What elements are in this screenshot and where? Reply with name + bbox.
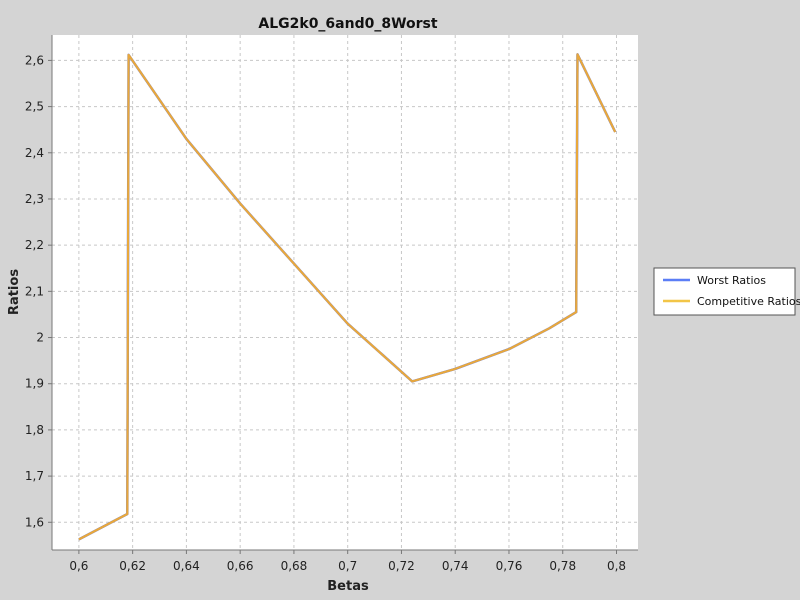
x-tick-label: 0,64 [173,559,200,573]
legend-label-competitive-ratios: Competitive Ratios [697,295,800,308]
y-tick-label: 2,6 [25,53,44,67]
x-axis-label: Betas [327,579,369,594]
y-tick-label: 2,1 [25,284,44,298]
legend: Worst Ratios Competitive Ratios [653,267,800,316]
x-axis-ticks: 0,6 0,62 0,64 0,66 0,68 0,7 0,72 0,74 0,76 0,78 0,… [69,550,626,573]
legend-box [653,267,796,316]
plot-area [52,35,638,550]
x-tick-label: 0,72 [388,559,415,573]
axes [51,35,638,551]
legend-label-worst-ratios: Worst Ratios [697,274,766,287]
series-layer [78,53,617,541]
y-tick-label: 2,3 [25,192,44,206]
y-tick-label: 2,5 [25,100,44,114]
y-axis-label: Ratios [7,269,22,315]
x-tick-label: 0,6 [69,559,88,573]
x-tick-label: 0,8 [607,559,626,573]
x-tick-label: 0,78 [549,559,576,573]
grid-lines [52,35,638,550]
y-tick-label: 2,4 [25,146,44,160]
y-tick-label: 1,6 [25,515,44,529]
x-tick-label: 0,74 [442,559,469,573]
series-line-competitive-ratios [78,53,617,541]
x-tick-label: 0,76 [496,559,523,573]
x-tick-label: 0,62 [119,559,146,573]
chart-title: ALG2k0_6and0_8Worst [258,16,437,32]
y-tick-label: 1,9 [25,377,44,391]
y-tick-label: 2 [36,331,44,345]
y-tick-label: 1,7 [25,469,44,483]
y-axis-ticks: 1,6 1,7 1,8 1,9 2 2,1 2,2 2,3 2,4 2,5 2,6 [25,53,52,529]
y-tick-label: 1,8 [25,423,44,437]
x-tick-label: 0,7 [338,559,357,573]
y-tick-label: 2,2 [25,238,44,252]
x-tick-label: 0,66 [227,559,254,573]
x-tick-label: 0,68 [281,559,308,573]
